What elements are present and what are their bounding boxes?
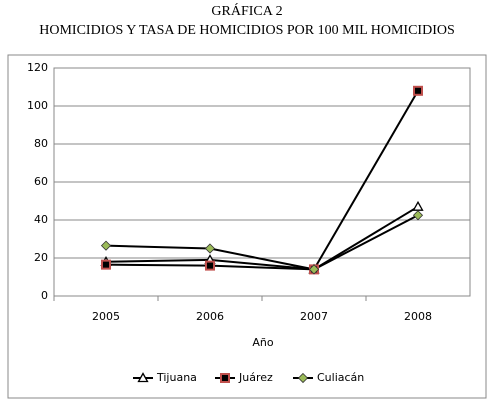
legend-label: Juárez: [238, 371, 273, 384]
y-tick-label: 20: [34, 251, 48, 264]
x-axis-label: Año: [252, 336, 273, 349]
marker: [412, 200, 424, 211]
y-tick-label: 60: [34, 175, 48, 188]
legend-label: Tijuana: [156, 371, 197, 384]
y-tick-label: 40: [34, 213, 48, 226]
x-tick-label: 2008: [404, 310, 432, 323]
marker: [308, 264, 320, 275]
series-line: [105, 205, 419, 271]
x-tick-label: 2006: [196, 310, 224, 323]
y-tick-label: 120: [27, 61, 48, 74]
chart-subtitle: HOMICIDIOS Y TASA DE HOMICIDIOS POR 100 …: [39, 23, 455, 38]
legend-marker: [297, 372, 309, 384]
x-tick-label: 2005: [92, 310, 120, 323]
marker: [101, 259, 111, 270]
x-tick-label: 2007: [300, 310, 328, 323]
chart-frame: [7, 54, 487, 399]
y-tick-label: 100: [27, 99, 48, 112]
marker: [204, 243, 216, 254]
y-tick-label: 0: [41, 289, 48, 302]
series-line: [105, 90, 419, 271]
y-tick-label: 80: [34, 137, 48, 150]
series-line: [105, 214, 419, 271]
marker: [100, 240, 112, 251]
legend-marker: [137, 372, 149, 383]
marker: [205, 260, 215, 271]
legend-label: Culiacán: [317, 371, 364, 384]
legend-marker: [220, 373, 230, 383]
marker: [412, 210, 424, 221]
marker: [413, 85, 423, 96]
chart-title: GRÁFICA 2: [211, 2, 282, 19]
